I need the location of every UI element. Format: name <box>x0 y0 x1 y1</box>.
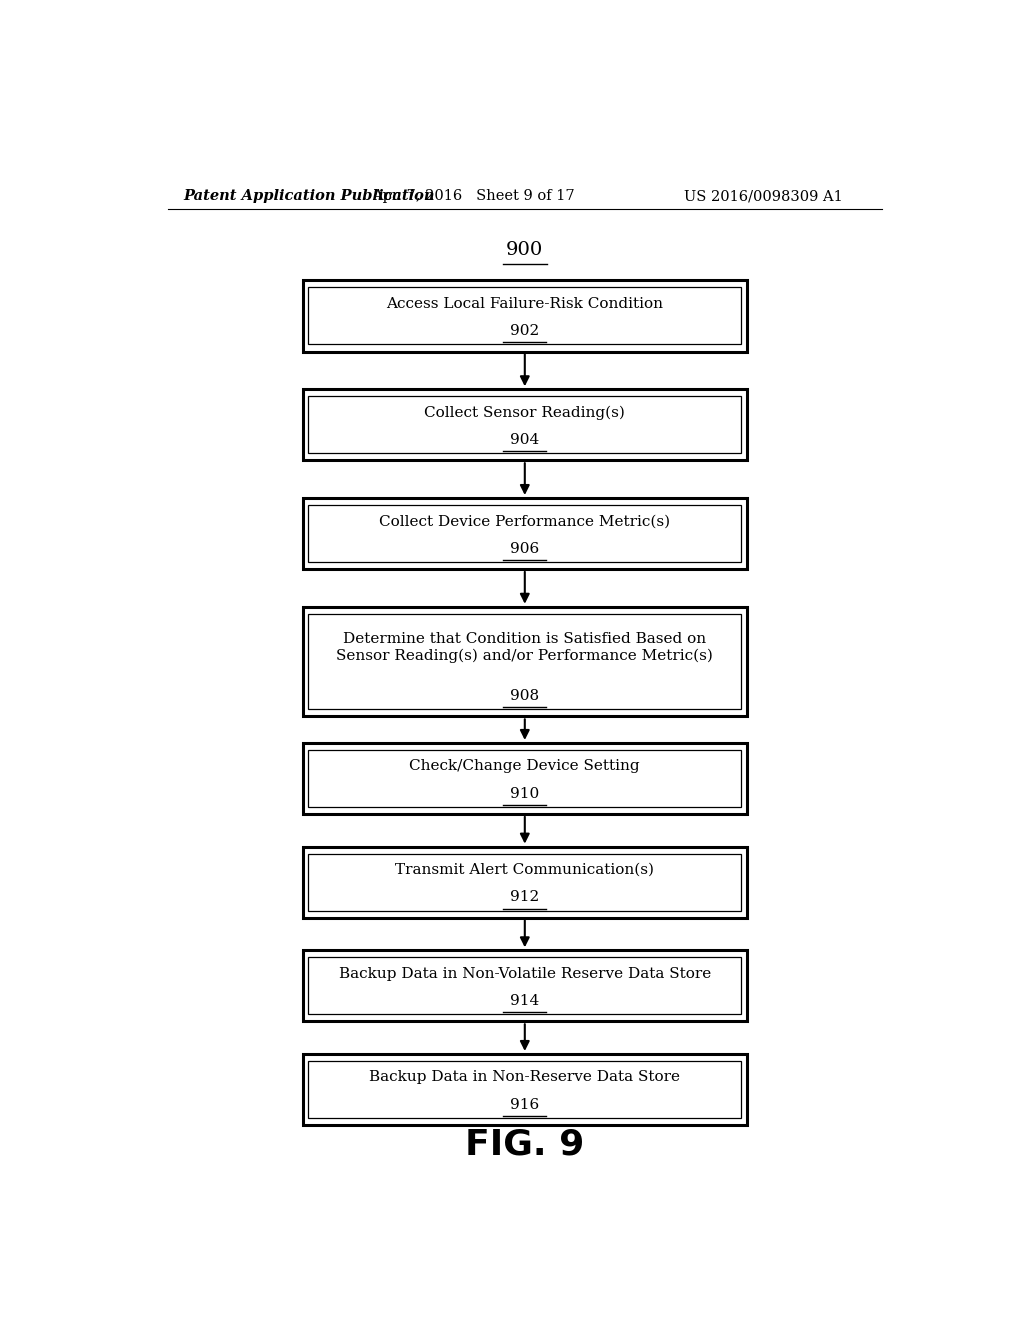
Bar <box>308 396 741 453</box>
Text: Patent Application Publication: Patent Application Publication <box>183 189 435 203</box>
Text: FIG. 9: FIG. 9 <box>465 1127 585 1162</box>
Text: 906: 906 <box>510 541 540 556</box>
Bar <box>308 854 741 911</box>
Bar <box>303 846 748 917</box>
Bar <box>308 288 741 345</box>
Text: US 2016/0098309 A1: US 2016/0098309 A1 <box>683 189 843 203</box>
Bar <box>308 614 741 709</box>
Text: 900: 900 <box>506 240 544 259</box>
Text: 912: 912 <box>510 890 540 904</box>
Text: Check/Change Device Setting: Check/Change Device Setting <box>410 759 640 774</box>
Text: Backup Data in Non-Volatile Reserve Data Store: Backup Data in Non-Volatile Reserve Data… <box>339 966 711 981</box>
Text: 910: 910 <box>510 787 540 801</box>
Text: Backup Data in Non-Reserve Data Store: Backup Data in Non-Reserve Data Store <box>370 1071 680 1084</box>
Bar <box>303 280 748 351</box>
Text: Transmit Alert Communication(s): Transmit Alert Communication(s) <box>395 863 654 876</box>
Text: Apr. 7, 2016   Sheet 9 of 17: Apr. 7, 2016 Sheet 9 of 17 <box>372 189 574 203</box>
Bar <box>303 950 748 1022</box>
Bar <box>303 607 748 717</box>
Text: Access Local Failure-Risk Condition: Access Local Failure-Risk Condition <box>386 297 664 310</box>
Bar <box>308 506 741 562</box>
Bar <box>303 743 748 814</box>
Text: 914: 914 <box>510 994 540 1008</box>
Bar <box>308 957 741 1014</box>
Text: Collect Sensor Reading(s): Collect Sensor Reading(s) <box>424 405 626 420</box>
Bar <box>308 750 741 807</box>
Text: Collect Device Performance Metric(s): Collect Device Performance Metric(s) <box>379 515 671 528</box>
Bar <box>303 389 748 461</box>
Bar <box>308 1061 741 1118</box>
Bar <box>303 1053 748 1125</box>
Bar <box>303 498 748 569</box>
Text: Determine that Condition is Satisfied Based on
Sensor Reading(s) and/or Performa: Determine that Condition is Satisfied Ba… <box>336 632 714 663</box>
Text: 908: 908 <box>510 689 540 704</box>
Text: 902: 902 <box>510 325 540 338</box>
Text: 904: 904 <box>510 433 540 447</box>
Text: 916: 916 <box>510 1098 540 1111</box>
